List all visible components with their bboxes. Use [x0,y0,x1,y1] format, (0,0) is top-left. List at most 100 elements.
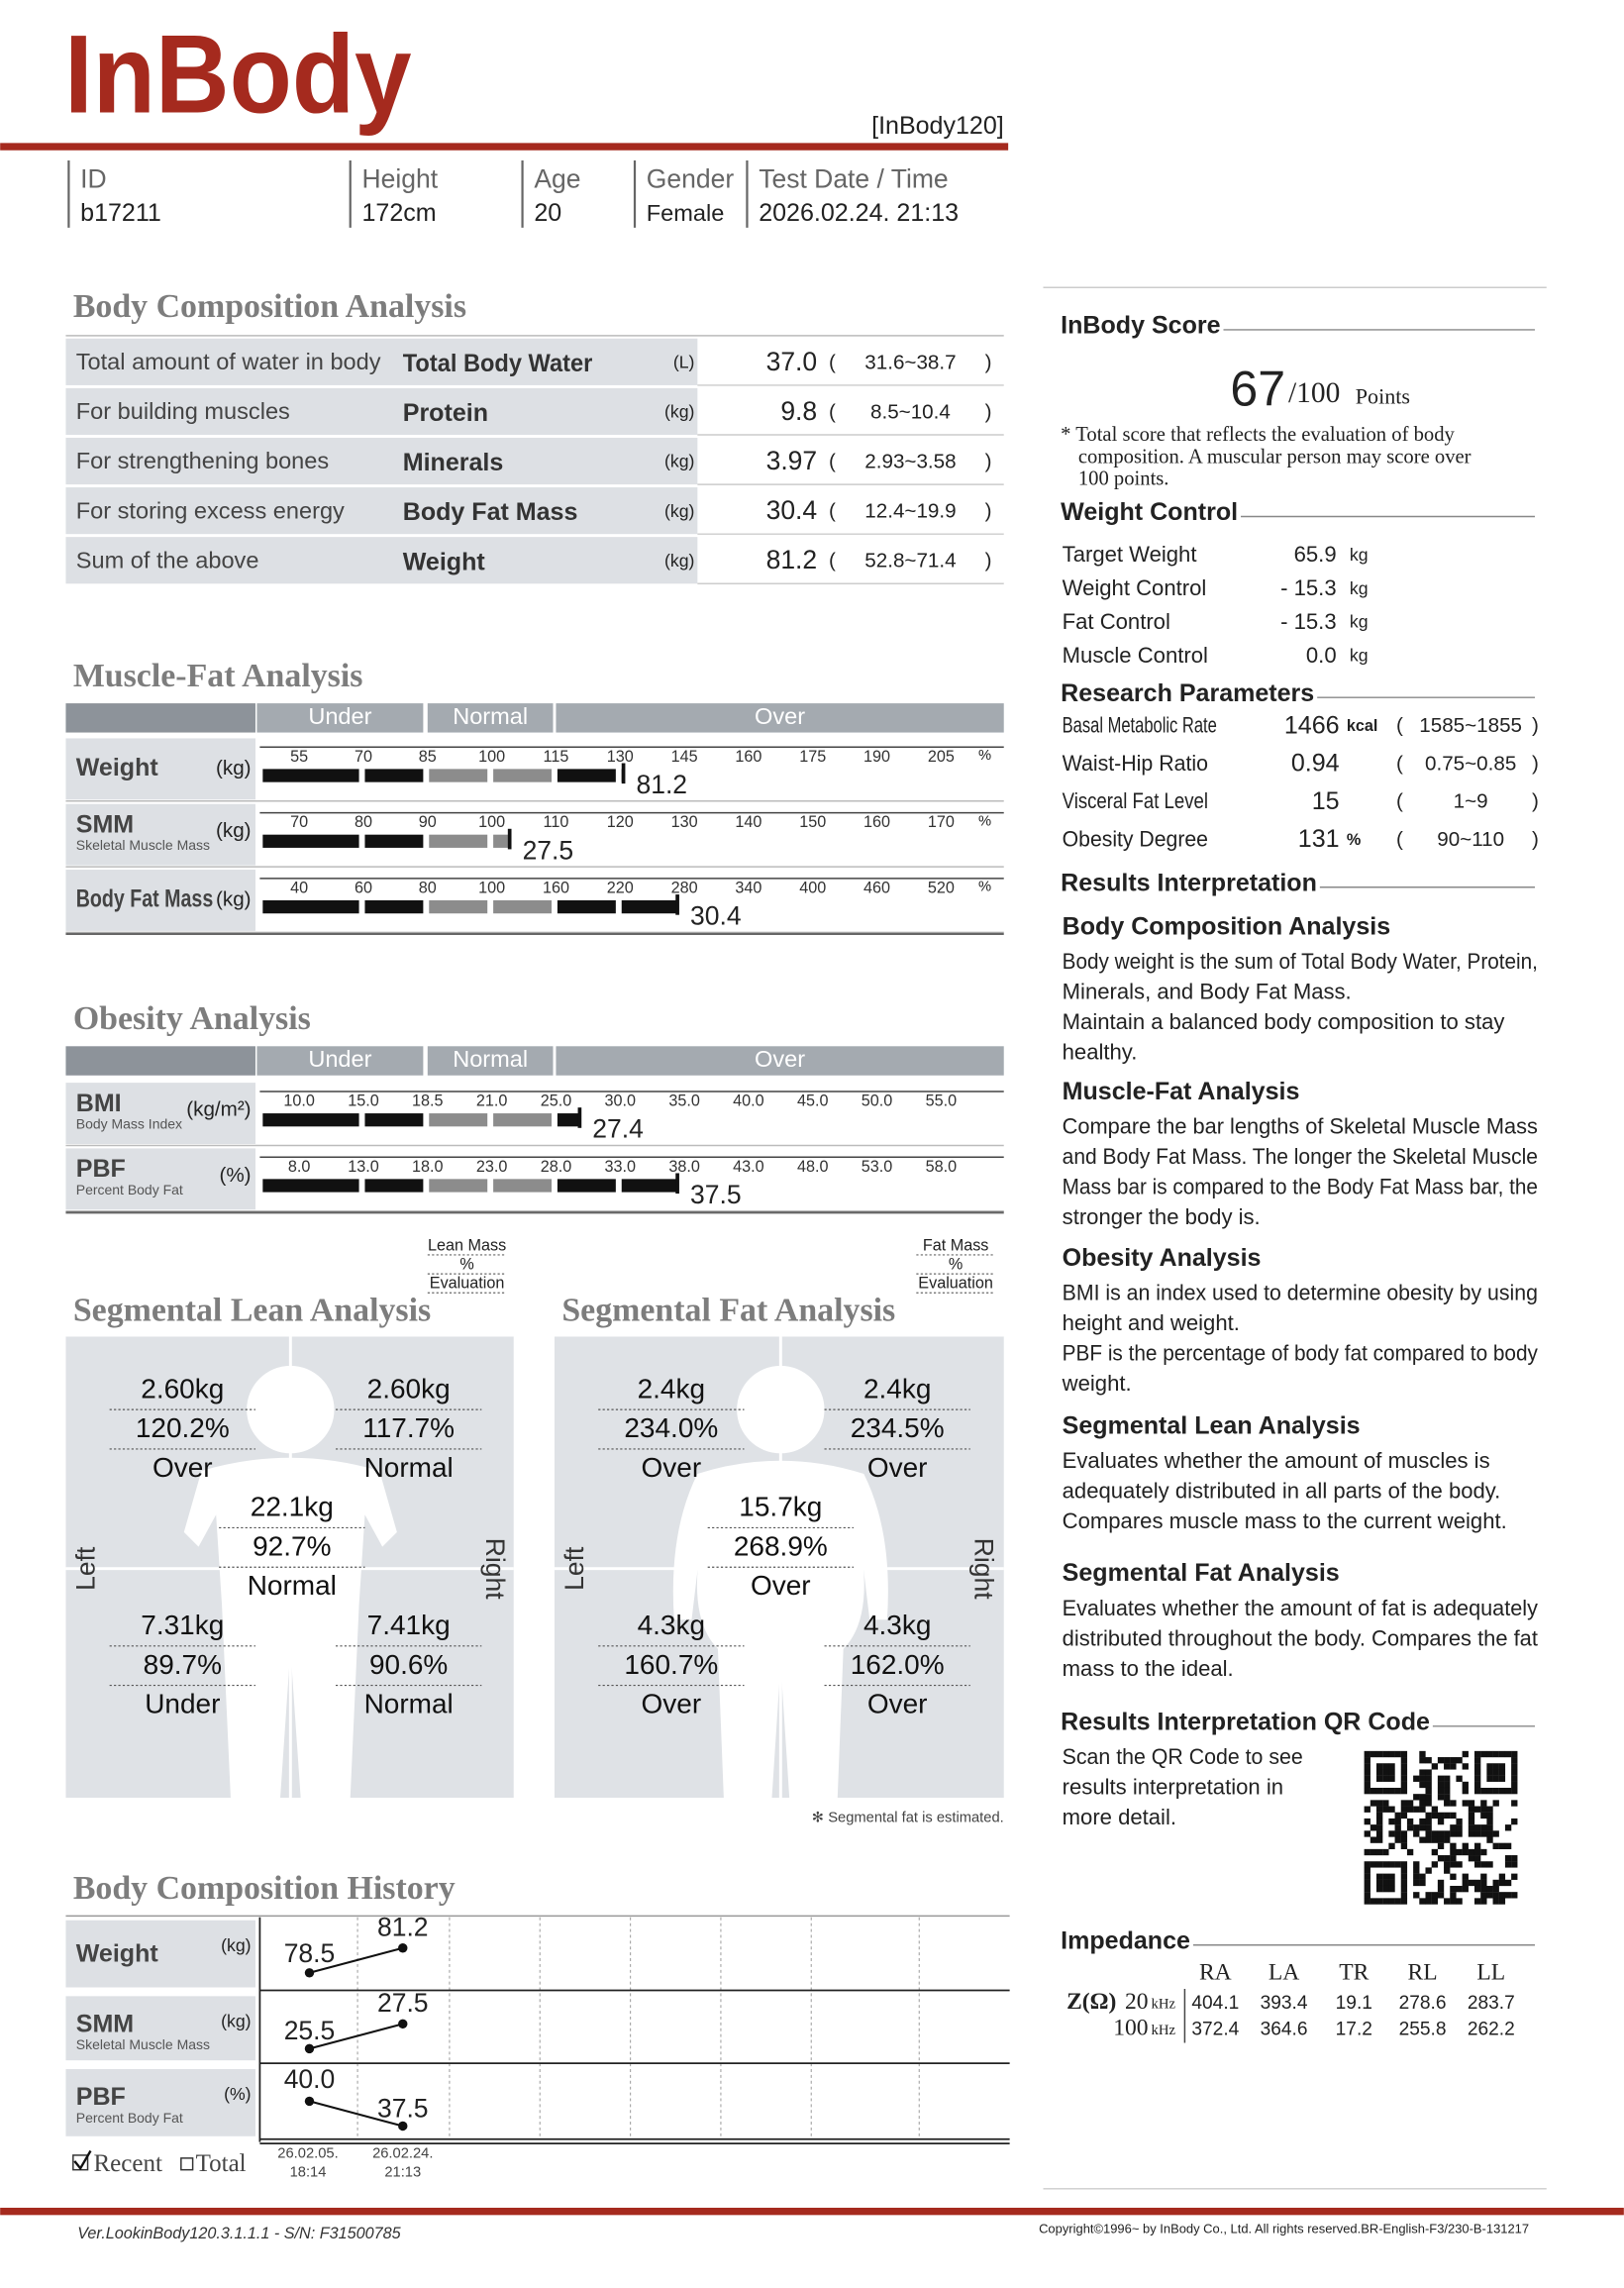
row-bg [65,537,698,584]
qr-module [1486,1812,1493,1820]
rp-range: 90~110 [1437,828,1504,851]
tick-label: 80 [355,813,372,831]
qr-module [1492,1842,1499,1850]
qr-module [1480,1861,1487,1868]
tick-label: 145 [671,748,698,766]
qr-module [1425,1781,1432,1789]
qr-module [1400,1892,1408,1899]
segment-mass: 22.1kg [251,1492,334,1522]
segment-percent: 90.6% [369,1649,448,1680]
rp-value: 15 [1312,787,1340,815]
qr-module [1504,1892,1512,1899]
wc-value: 0.0 [1306,643,1337,668]
qr-module [1400,1763,1408,1770]
tick-label: 35.0 [668,1092,700,1110]
qr-module [1388,1842,1395,1850]
wc-value: - 15.3 [1280,609,1336,634]
row-name: Weight [403,548,486,575]
qr-module [1511,1892,1518,1899]
interp-line: and Body Fat Mass. The longer the Skelet… [1063,1144,1538,1169]
tick-label: 160 [543,879,569,896]
row-bg [65,387,698,436]
interp-line: Evaluates whether the amount of fat is a… [1063,1596,1538,1620]
qr-module [1425,1824,1432,1831]
qr-module [1364,1787,1370,1795]
row-name: Body Fat Mass [76,885,213,913]
segment-percent: 234.0% [624,1412,718,1443]
qr-module [1468,1879,1475,1887]
segment-evaluation: Under [145,1689,220,1719]
imp-value: 17.2 [1336,2019,1372,2039]
tick-label: 43.0 [733,1158,764,1176]
qr-module [1480,1806,1487,1813]
bar-segment [493,834,511,848]
qr-module [1498,1763,1506,1770]
paren: ( [829,400,836,423]
qr-module [1419,1750,1426,1758]
history-value: 81.2 [377,1913,429,1942]
qr-module [1364,1861,1370,1868]
tick-label: 160 [863,813,890,831]
qr-module [1480,1830,1487,1837]
bar-segment [262,1179,359,1193]
paren: ) [1532,752,1539,775]
qr-module [1375,1775,1383,1782]
tick-label: 140 [735,813,761,831]
qr-module [1400,1787,1408,1795]
qr-module [1437,1892,1445,1899]
tick-label: 45.0 [797,1092,829,1110]
qr-module [1370,1824,1377,1831]
interp-heading: Muscle-Fat Analysis [1063,1078,1300,1105]
interp-line: Minerals, and Body Fat Mass. [1063,980,1352,1004]
qr-module [1486,1830,1493,1837]
qr-module [1468,1824,1475,1831]
row-unit: (kg) [216,887,252,910]
qr-module [1419,1794,1426,1801]
tick-label: 33.0 [605,1158,637,1176]
qr-module [1444,1763,1451,1770]
qr-module [1480,1824,1487,1831]
qr-module [1486,1818,1493,1825]
imp-column: LL [1476,1960,1505,1986]
qr-module [1498,1842,1506,1850]
history-line [309,1946,404,1974]
qr-module [1498,1873,1506,1880]
qr-module [1425,1836,1432,1843]
tick-label: 48.0 [797,1158,829,1176]
row-description: For building muscles [76,398,290,424]
qr-module [1419,1769,1426,1776]
row-value: 81.2 [766,545,818,574]
tick-label: 25.0 [541,1092,572,1110]
bar-segment [557,1179,616,1193]
segment-evaluation: Over [867,1689,928,1719]
bar-end [507,828,512,850]
row-bg [65,870,255,931]
segment-mass: 7.31kg [141,1610,224,1640]
segment-percent: 162.0% [851,1649,945,1680]
qr-module [1370,1836,1377,1843]
qr-module [1375,1873,1383,1880]
tick-label: 190 [863,748,890,766]
bar-end [577,1107,582,1128]
qr-module [1450,1892,1457,1899]
qr-module [1511,1787,1518,1795]
row-unit: (kg) [216,819,252,842]
qr-module [1394,1812,1401,1820]
qr-module [1425,1818,1432,1825]
qr-module [1388,1787,1395,1795]
checkbox [180,2157,194,2171]
qr-module [1456,1775,1463,1782]
row-name: Body Fat Mass [403,498,578,526]
row-range: 8.5~10.4 [870,400,951,423]
bar-value: 37.5 [690,1180,742,1209]
qr-module [1364,1763,1370,1770]
imp-value: 283.7 [1468,1993,1515,2014]
qr-module [1473,1769,1481,1776]
qr-module [1498,1892,1506,1899]
tick-label: 220 [607,879,634,896]
qr-module [1382,1885,1389,1893]
bar-segment [429,1179,488,1193]
history-point [398,2121,408,2132]
score-unit: Points [1356,383,1410,408]
qr-module [1450,1873,1457,1880]
